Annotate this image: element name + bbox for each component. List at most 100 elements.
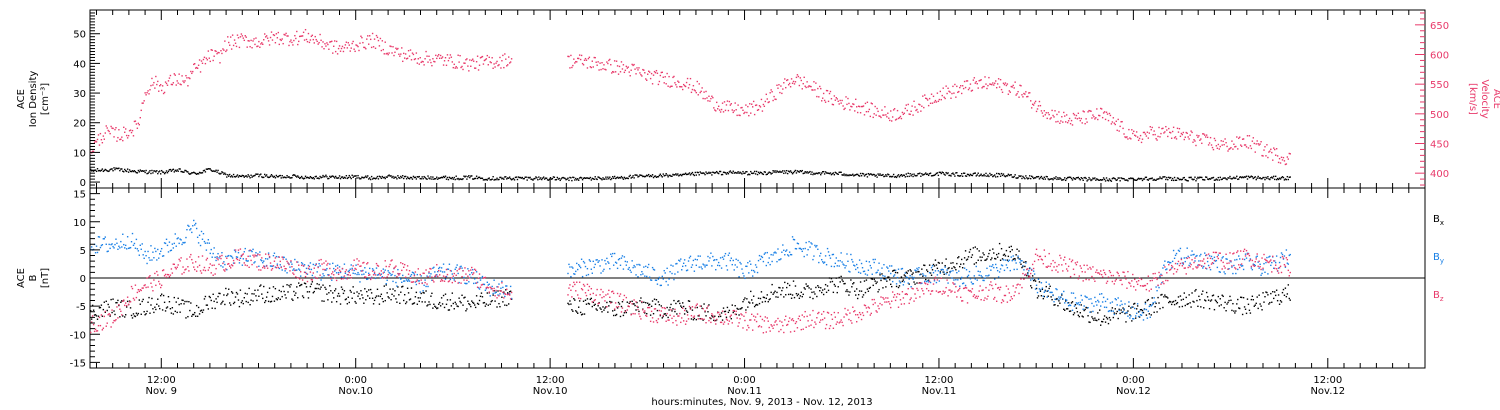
data-point-top-0 [1224, 177, 1226, 179]
data-point-top-1 [902, 113, 905, 116]
data-point-top-1 [218, 52, 220, 54]
data-point-top-0 [709, 172, 711, 175]
data-point-bottom-1 [127, 247, 130, 250]
data-point-bottom-1 [825, 264, 828, 266]
data-point-top-0 [1194, 176, 1196, 178]
data-point-bottom-0 [206, 304, 209, 306]
data-point-bottom-1 [1273, 267, 1275, 269]
data-point-bottom-0 [730, 318, 733, 320]
data-point-bottom-1 [403, 280, 406, 282]
data-point-top-0 [835, 172, 837, 174]
data-point-top-1 [497, 64, 499, 67]
data-point-top-1 [348, 44, 350, 46]
data-point-top-1 [341, 45, 344, 48]
data-point-bottom-1 [608, 262, 610, 264]
data-point-bottom-0 [734, 305, 736, 307]
data-point-top-1 [682, 83, 685, 86]
data-point-top-1 [713, 107, 715, 109]
data-point-top-0 [582, 177, 585, 180]
data-point-top-1 [1115, 120, 1117, 122]
data-point-top-0 [585, 177, 588, 179]
data-point-top-0 [159, 173, 162, 175]
data-point-top-0 [1093, 178, 1095, 180]
data-point-bottom-0 [898, 285, 901, 287]
data-point-bottom-1 [1030, 268, 1033, 271]
data-point-bottom-0 [366, 290, 368, 293]
data-point-bottom-1 [140, 248, 142, 250]
data-point-bottom-2 [273, 260, 276, 262]
data-point-bottom-1 [919, 274, 921, 276]
data-point-top-0 [1173, 176, 1176, 179]
data-point-bottom-1 [1184, 260, 1186, 263]
data-point-top-0 [632, 175, 634, 177]
data-point-bottom-1 [752, 269, 755, 272]
data-point-bottom-1 [218, 257, 220, 259]
data-point-top-0 [1251, 176, 1254, 178]
data-point-bottom-1 [131, 232, 134, 235]
data-point-top-1 [611, 72, 613, 74]
data-point-top-0 [801, 169, 803, 172]
data-point-top-0 [580, 177, 583, 179]
data-point-top-1 [1211, 146, 1214, 149]
data-point-bottom-0 [853, 282, 855, 284]
data-point-bottom-1 [456, 264, 458, 266]
data-point-top-1 [827, 100, 830, 103]
data-point-top-0 [549, 177, 552, 179]
data-point-bottom-0 [1048, 287, 1050, 290]
data-point-bottom-2 [242, 253, 245, 255]
data-point-bottom-0 [828, 277, 831, 279]
data-point-top-1 [1094, 118, 1096, 120]
data-point-top-0 [950, 175, 952, 177]
data-point-top-0 [182, 171, 184, 173]
data-point-top-0 [264, 175, 267, 177]
data-point-bottom-2 [93, 330, 96, 333]
data-point-top-1 [507, 64, 509, 66]
data-point-bottom-1 [189, 229, 191, 231]
data-point-bottom-1 [612, 264, 615, 266]
data-point-top-1 [717, 105, 720, 108]
data-point-top-0 [324, 175, 326, 178]
data-point-top-0 [158, 171, 160, 173]
data-point-bottom-1 [136, 248, 139, 250]
data-point-top-1 [412, 53, 415, 56]
data-point-bottom-0 [654, 303, 657, 305]
data-point-bottom-0 [385, 284, 387, 286]
data-point-top-1 [291, 41, 293, 44]
data-point-bottom-0 [354, 300, 356, 303]
data-point-bottom-2 [249, 249, 251, 251]
data-point-top-0 [1032, 177, 1035, 180]
data-point-bottom-1 [1136, 303, 1139, 305]
data-point-bottom-1 [727, 254, 730, 256]
data-point-bottom-1 [833, 265, 836, 268]
data-point-top-1 [640, 74, 642, 76]
data-point-top-0 [705, 171, 707, 173]
data-point-top-1 [258, 40, 260, 43]
data-point-bottom-1 [968, 270, 971, 273]
data-point-bottom-1 [894, 269, 897, 272]
data-point-bottom-1 [876, 271, 878, 274]
data-point-bottom-1 [683, 259, 686, 261]
data-point-top-1 [296, 30, 298, 33]
data-point-bottom-1 [380, 273, 383, 275]
data-point-top-1 [620, 61, 623, 63]
data-point-top-1 [283, 33, 285, 36]
data-point-bottom-0 [714, 315, 716, 317]
data-point-top-0 [1062, 179, 1064, 181]
data-point-bottom-1 [141, 243, 143, 245]
data-point-top-1 [766, 98, 768, 100]
data-point-bottom-0 [875, 282, 877, 285]
data-point-bottom-1 [1071, 309, 1074, 312]
data-point-bottom-0 [1225, 310, 1227, 312]
data-point-bottom-2 [297, 277, 299, 279]
data-point-bottom-0 [252, 300, 254, 302]
data-point-top-0 [722, 171, 725, 173]
data-point-bottom-0 [603, 309, 605, 311]
data-point-bottom-1 [578, 265, 581, 267]
data-point-bottom-0 [977, 259, 979, 261]
data-point-top-0 [1220, 178, 1222, 181]
data-point-top-1 [995, 80, 997, 82]
data-point-bottom-1 [640, 274, 642, 276]
data-point-bottom-0 [198, 313, 201, 315]
data-point-bottom-0 [568, 303, 570, 306]
data-point-top-0 [606, 178, 608, 180]
